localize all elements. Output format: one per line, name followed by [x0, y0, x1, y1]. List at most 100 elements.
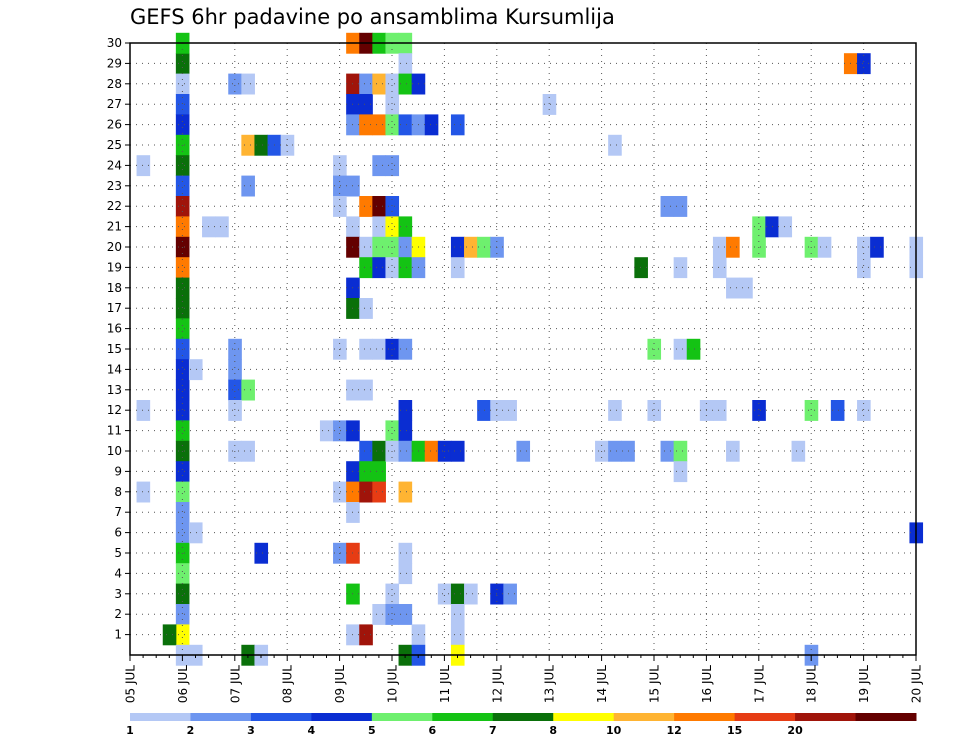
heatmap-cell [136, 155, 151, 177]
y-tick-label: 20 [107, 240, 122, 254]
heatmap-cell [175, 318, 190, 340]
x-tick-label: 20 JUL [910, 665, 924, 703]
heatmap-cell [136, 481, 151, 503]
heatmap-cell [634, 257, 648, 279]
heatmap-cell [739, 277, 753, 299]
heatmap-cell [398, 420, 413, 442]
heatmap-cell [673, 338, 688, 360]
heatmap-cell [712, 400, 727, 421]
heatmap-cell [241, 379, 255, 401]
y-tick-label: 5 [114, 546, 122, 560]
heatmap-cell [319, 420, 334, 442]
legend-swatch [553, 713, 615, 721]
heatmap-cell [175, 522, 190, 544]
x-tick-label: 18 JUL [805, 665, 819, 703]
heatmap-cell [372, 257, 386, 279]
heatmap-cell [726, 236, 740, 258]
heatmap-cell [372, 236, 386, 258]
heatmap-cell [241, 440, 255, 462]
heatmap-cell [398, 542, 413, 564]
heatmap-cell [359, 440, 373, 462]
legend-label: 2 [187, 724, 195, 737]
heatmap-cell [175, 298, 190, 319]
y-tick-label: 12 [107, 403, 122, 417]
color-legend: 1 2 3 4 5 6 7 8 10 12 15 20 [126, 713, 917, 737]
heatmap-cell [188, 522, 203, 544]
heatmap-cell [450, 257, 465, 279]
heatmap-cell [175, 257, 190, 279]
heatmap-cell [686, 338, 701, 360]
heatmap-cell [647, 400, 662, 421]
legend-swatch [613, 713, 675, 721]
y-tick-label: 28 [107, 77, 122, 91]
heatmap-cell [857, 53, 871, 75]
heatmap-cell [359, 298, 373, 319]
heatmap-cell [162, 624, 177, 646]
x-tick-label: 05 JUL [124, 665, 138, 703]
heatmap-cell [398, 53, 413, 75]
heatmap-cell [385, 257, 400, 279]
heatmap-cell [241, 175, 255, 197]
heatmap-cell [175, 461, 190, 483]
y-tick-label: 18 [107, 281, 122, 295]
y-tick-label: 4 [114, 566, 122, 580]
heatmap-cell [175, 196, 190, 217]
heatmap-cell [333, 196, 347, 217]
heatmap-cell [175, 604, 190, 625]
heatmap-cell [450, 440, 465, 462]
heatmap-cell [175, 563, 190, 585]
y-tick-label: 8 [114, 485, 122, 499]
heatmap-cell [254, 134, 269, 156]
heatmap-cell [503, 400, 517, 421]
chart-title: GEFS 6hr padavine po ansamblima Kursumli… [130, 5, 615, 29]
y-tick-label: 25 [107, 138, 122, 152]
y-tick-label: 10 [107, 444, 122, 458]
heatmap-cell [175, 359, 190, 381]
heatmap-cell [333, 481, 347, 503]
x-tick-label: 14 JUL [595, 665, 609, 703]
heatmap-cell [673, 461, 688, 483]
heatmap-cell [398, 236, 413, 258]
x-tick-label: 09 JUL [333, 665, 347, 703]
heatmap-cell [175, 481, 190, 503]
legend-label: 1 [126, 724, 134, 737]
heatmap-cell [660, 196, 675, 217]
heatmap-cell [490, 583, 504, 605]
y-tick-label: 14 [107, 362, 122, 376]
heatmap-cell [385, 114, 400, 136]
heatmap-cell [254, 542, 269, 564]
heatmap-cell [398, 216, 413, 238]
legend-label: 6 [428, 724, 436, 737]
heatmap-cell [175, 502, 190, 523]
legend-swatch [795, 713, 857, 721]
heatmap-cell [359, 461, 373, 483]
heatmap-cell [450, 604, 465, 625]
heatmap-cell [136, 400, 151, 421]
heatmap-cell [175, 94, 190, 115]
legend-label: 8 [549, 724, 557, 737]
legend-swatch [734, 713, 796, 721]
x-tick-label: 06 JUL [176, 665, 190, 703]
heatmap-cell [359, 73, 373, 95]
heatmap-cell [228, 73, 242, 95]
heatmap-cell [385, 196, 400, 217]
heatmap-cell [778, 216, 793, 238]
heatmap-cell [228, 400, 242, 421]
heatmap-cell [359, 114, 373, 136]
heatmap-cell [726, 440, 740, 462]
x-tick-label: 19 JUL [857, 665, 871, 703]
legend-label: 3 [247, 724, 255, 737]
x-tick-label: 12 JUL [490, 665, 504, 703]
x-tick-label: 13 JUL [543, 665, 557, 703]
heatmap-cell [437, 583, 452, 605]
heatmap-cell [359, 481, 373, 503]
heatmap-cell [359, 236, 373, 258]
heatmap-cell [175, 175, 190, 197]
heatmap-cell [398, 338, 413, 360]
x-axis-ticks: 05 JUL 06 JUL 07 JUL 08 JUL 09 JUL 10 JUL 11 J… [124, 655, 924, 703]
heatmap-cell [752, 400, 766, 421]
heatmap-cell [372, 196, 386, 217]
heatmap-cell [228, 379, 242, 401]
y-tick-label: 17 [107, 301, 122, 315]
y-tick-label: 3 [114, 587, 122, 601]
